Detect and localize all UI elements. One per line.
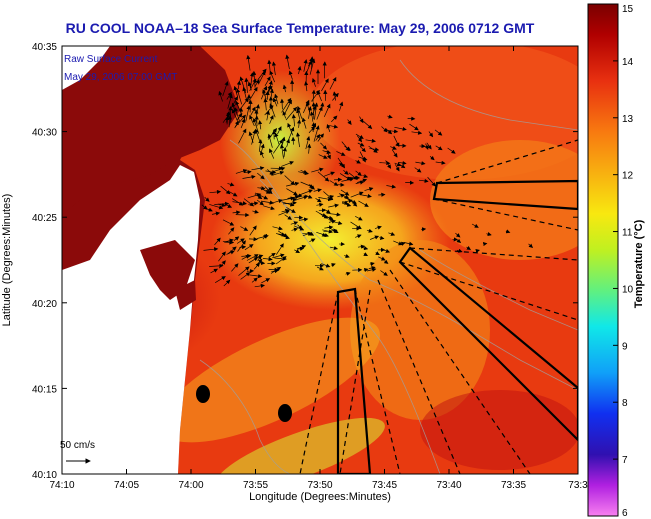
colorbar-tick-label: 7: [622, 455, 628, 466]
mooring-marker: [196, 385, 210, 403]
y-tick-label: 40:20: [32, 299, 57, 310]
x-tick-label: 73:35: [501, 480, 526, 491]
x-tick-label: 74:10: [49, 480, 74, 491]
sst-field: [62, 46, 578, 474]
y-axis: 40:35 40:30 40:25 40:20 40:15 40:10: [32, 42, 578, 481]
y-tick-label: 40:10: [32, 470, 57, 481]
colorbar-tick-label: 10: [622, 284, 634, 295]
x-axis: 74:10 74:05 74:00 73:55 73:50 73:45 73:40 73:35…: [49, 46, 588, 491]
colorbar-title: Temperature (°C): [633, 219, 645, 308]
colorbar-tick-label: 13: [622, 114, 634, 125]
y-tick-label: 40:30: [32, 128, 57, 139]
x-tick-label: 73:50: [307, 480, 332, 491]
colorbar-tick-label: 11: [622, 228, 633, 239]
transect-boxes: [336, 179, 578, 474]
y-tick-label: 40:35: [32, 42, 57, 53]
x-tick-label: 73:40: [436, 480, 461, 491]
map-title: RU COOL NOAA–18 Sea Surface Temperature:…: [65, 20, 535, 36]
colorbar-tick-label: 14: [622, 57, 634, 68]
y-tick-label: 40:15: [32, 384, 57, 395]
colorbar: [587, 3, 619, 517]
colorbar-tick-label: 15: [622, 4, 634, 15]
legend-line1: Raw Surface Current: [64, 54, 158, 65]
legend-line2: May 29, 2006 07:00 GMT: [64, 72, 177, 83]
x-axis-label: Longitude (Degrees:Minutes): [249, 491, 391, 503]
colorbar-tick-label: 12: [622, 171, 634, 182]
x-tick-label: 73:55: [243, 480, 268, 491]
x-tick-label: 74:05: [114, 480, 139, 491]
mooring-marker: [278, 404, 292, 422]
colorbar-ticks: 15 14 13 12 11 10 9 8 7 6: [613, 3, 634, 519]
y-tick-label: 40:25: [32, 213, 57, 224]
x-tick-label: 73:45: [372, 480, 397, 491]
scale-label: 50 cm/s: [60, 440, 95, 451]
y-axis-label: Latitude (Degrees:Minutes): [1, 194, 13, 327]
transect-lines: [299, 139, 578, 474]
colorbar-tick-label: 9: [622, 341, 628, 352]
x-tick-label: 73:3: [568, 480, 588, 491]
colorbar-tick-label: 6: [622, 508, 628, 519]
x-tick-label: 74:00: [178, 480, 203, 491]
colorbar-tick-label: 8: [622, 398, 628, 409]
current-vectors: [201, 54, 534, 288]
